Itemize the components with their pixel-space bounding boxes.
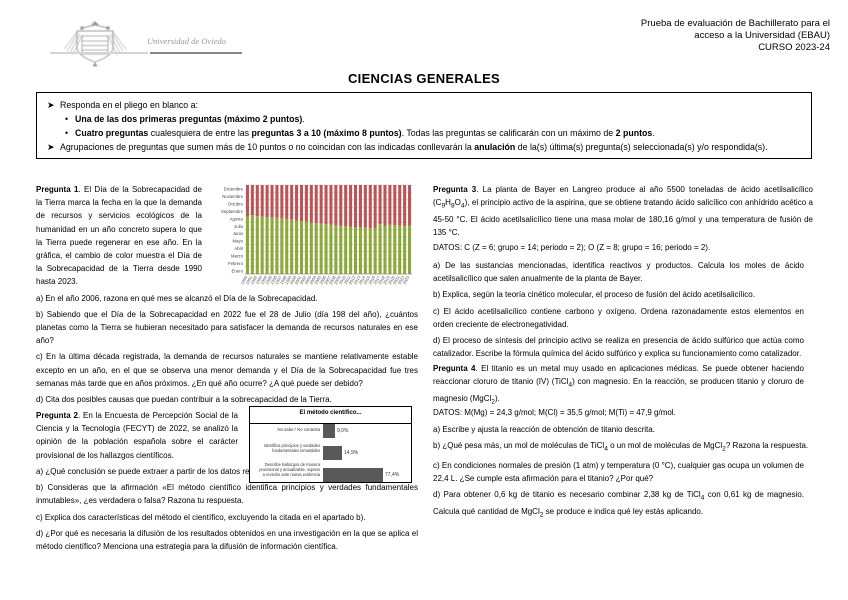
svg-text:Febrero: Febrero: [228, 261, 244, 266]
svg-text:Marzo: Marzo: [231, 253, 244, 258]
svg-text:Diciembre: Diciembre: [224, 187, 244, 192]
svg-text:Agosto: Agosto: [230, 216, 244, 221]
svg-text:Septiembre: Septiembre: [221, 209, 244, 214]
svg-text:Noviembre: Noviembre: [222, 194, 243, 199]
svg-text:Enero: Enero: [232, 268, 244, 273]
svg-text:Julio: Julio: [234, 224, 243, 229]
svg-text:Abril: Abril: [234, 246, 243, 251]
svg-text:Junio: Junio: [233, 231, 244, 236]
svg-text:Mayo: Mayo: [232, 239, 243, 244]
svg-text:Octubre: Octubre: [228, 202, 244, 207]
